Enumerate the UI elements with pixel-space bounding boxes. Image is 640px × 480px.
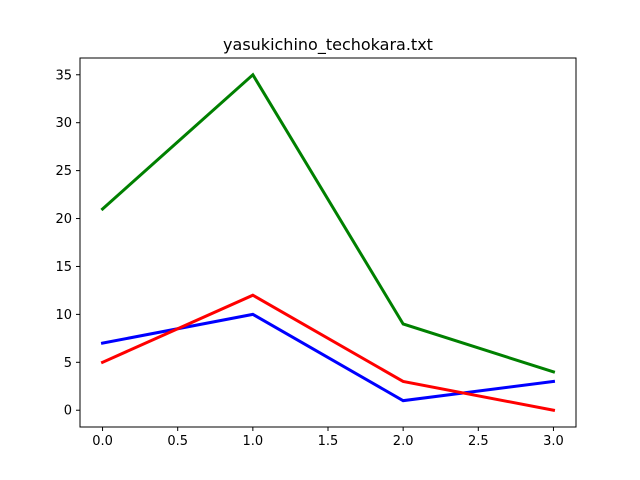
y-tick-label: 30: [55, 116, 72, 131]
x-tick-label: 0.5: [167, 434, 188, 449]
x-tick-label: 2.0: [393, 434, 414, 449]
y-tick-label: 15: [55, 260, 72, 275]
y-tick-label: 0: [64, 404, 72, 419]
y-tick-label: 10: [55, 308, 72, 323]
y-axis: 0 5 10 15 20 25 30 35: [55, 68, 80, 419]
series-lines: [100, 72, 556, 412]
y-tick-label: 35: [55, 68, 72, 83]
y-tick-label: 20: [55, 212, 72, 227]
y-tick-label: 25: [55, 164, 72, 179]
x-axis: 0.0 0.5 1.0 1.5 2.0 2.5 3.0: [92, 427, 564, 449]
series-line-2: [100, 293, 556, 412]
series-line-3: [100, 72, 556, 374]
y-tick-label: 5: [64, 356, 72, 371]
x-tick-label: 2.5: [468, 434, 489, 449]
x-tick-label: 1.5: [318, 434, 339, 449]
chart-title: yasukichino_techokara.txt: [223, 35, 433, 55]
x-tick-label: 0.0: [92, 434, 113, 449]
x-tick-label: 3.0: [543, 434, 564, 449]
x-tick-label: 1.0: [243, 434, 264, 449]
